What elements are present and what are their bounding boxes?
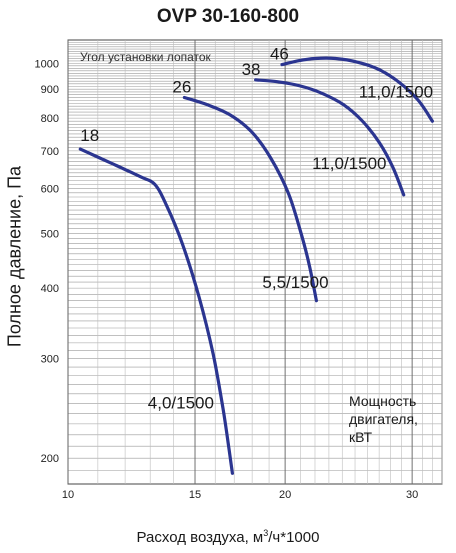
series-line-18 — [78, 147, 234, 475]
power-annotation-line-1: Мощность — [349, 393, 417, 409]
x-tick-label: 10 — [62, 489, 74, 501]
power-label-46: 11,0/1500 — [359, 83, 433, 102]
y-tick-label: 500 — [41, 228, 59, 240]
blade-angle-label-26: 26 — [172, 78, 191, 97]
chart-title: OVP 30-160-800 — [156, 6, 300, 27]
y-axis-label: Полное давление, Па — [4, 165, 25, 348]
series-line-26 — [182, 95, 318, 303]
grid — [67, 39, 443, 485]
power-label-26: 5,5/1500 — [262, 273, 328, 292]
series-labels: 18 4,0/1500 26 5,5/1500 38 11,0/1500 46 11,0/15… — [80, 45, 433, 413]
blade-angle-label-46: 46 — [270, 45, 289, 64]
x-axis-label-suffix: /ч*1000 — [268, 529, 320, 546]
x-tick-label: 20 — [279, 489, 291, 501]
y-tick-label: 400 — [41, 283, 59, 295]
series-lines — [78, 56, 434, 475]
x-axis-label-sup: 3 — [263, 528, 269, 538]
power-label-38: 11,0/1500 — [312, 154, 386, 173]
power-label-18: 4,0/1500 — [148, 393, 214, 412]
series-line-46 — [280, 56, 434, 123]
y-tick-label: 800 — [41, 113, 59, 125]
blade-angle-annotation: Угол установки лопаток — [80, 50, 211, 64]
x-axis-label-prefix: Расход воздуха, м — [136, 529, 264, 546]
power-annotation: Мощность двигателя, кВТ — [349, 392, 418, 446]
blade-angle-label-18: 18 — [80, 126, 99, 145]
x-axis-label: Расход воздуха, м3/ч*1000 — [0, 528, 456, 546]
y-tick-label: 900 — [41, 84, 59, 96]
y-tick-label: 700 — [41, 146, 59, 158]
power-annotation-line-2: двигателя, — [349, 411, 418, 427]
tick-labels: 200 300 400 500 600 700 800 900 1000 10 15 20 30 — [35, 58, 419, 501]
y-tick-label: 300 — [41, 354, 59, 366]
x-tick-label: 15 — [189, 489, 201, 501]
blade-angle-label-38: 38 — [242, 60, 261, 79]
x-tick-label: 30 — [406, 489, 418, 501]
series-line-38 — [254, 78, 406, 197]
y-tick-label: 600 — [41, 184, 59, 196]
y-tick-label: 1000 — [35, 58, 59, 70]
y-tick-label: 200 — [41, 453, 59, 465]
power-annotation-line-3: кВТ — [349, 429, 373, 445]
